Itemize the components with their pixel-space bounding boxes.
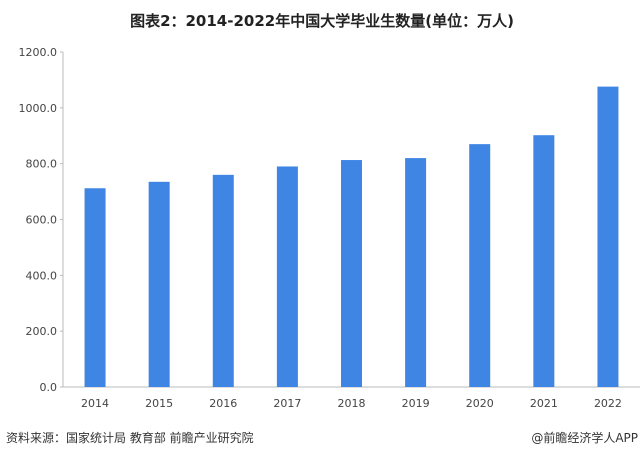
y-tick-label: 800.0 <box>26 158 58 171</box>
x-tick-label: 2019 <box>402 397 430 410</box>
bar-2016 <box>212 174 234 387</box>
x-tick-label: 2021 <box>530 397 558 410</box>
x-axis-ticks: 2014 2015 2016 2017 2018 2019 2020 2021 2022 <box>81 397 622 410</box>
brand-note: @前瞻经济学人APP <box>531 431 638 445</box>
x-tick-label: 2017 <box>273 397 301 410</box>
x-tick-label: 2018 <box>338 397 366 410</box>
bar-2017 <box>276 166 298 387</box>
x-tick-label: 2020 <box>466 397 494 410</box>
bar-2015 <box>148 181 170 387</box>
x-tick-label: 2016 <box>209 397 237 410</box>
y-tick-label: 400.0 <box>26 269 58 282</box>
y-tick-label: 1200.0 <box>19 46 58 59</box>
y-tick-label: 600.0 <box>26 214 58 227</box>
bar-2022 <box>597 86 619 387</box>
y-tick-label: 1000.0 <box>19 102 58 115</box>
y-tick-label: 0.0 <box>40 381 58 394</box>
x-tick-label: 2014 <box>81 397 109 410</box>
bar-2021 <box>533 135 555 387</box>
y-tick-label: 200.0 <box>26 325 58 338</box>
bar-2020 <box>469 144 491 387</box>
bar-2019 <box>405 158 427 387</box>
y-axis-ticks: 0.0 200.0 400.0 600.0 800.0 1000.0 1200.0 <box>19 46 63 394</box>
bar-2018 <box>341 160 362 387</box>
source-note: 资料来源：国家统计局 教育部 前瞻产业研究院 <box>6 431 254 445</box>
x-tick-label: 2015 <box>145 397 173 410</box>
bar-2014 <box>84 188 106 387</box>
chart-title: 图表2：2014-2022年中国大学毕业生数量(单位：万人) <box>130 12 514 30</box>
bars <box>84 86 619 387</box>
x-tick-label: 2022 <box>594 397 622 410</box>
